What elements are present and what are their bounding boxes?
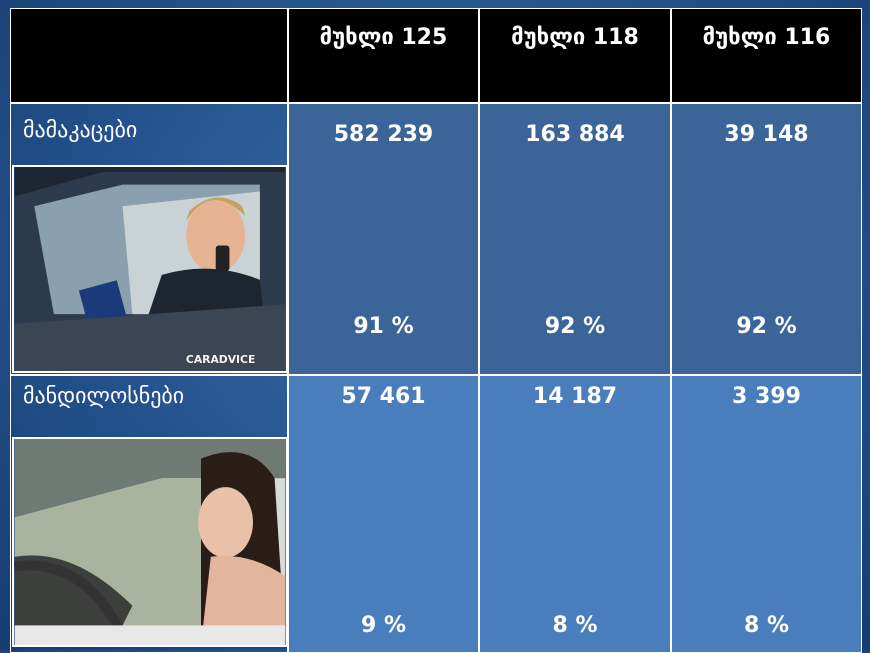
header-cell: მუხლი 125 xyxy=(288,8,479,103)
percent: 91 % xyxy=(353,314,414,339)
percent: 92 % xyxy=(736,314,797,339)
percent: 92 % xyxy=(544,314,606,339)
photo-woman xyxy=(12,437,288,647)
photo-caption: CARADVICE xyxy=(186,353,255,366)
row-label: მანდილოსნები xyxy=(23,384,185,409)
data-cell: 57 461 9 % xyxy=(288,375,479,653)
header-text: მუხლი 116 xyxy=(702,25,831,50)
data-cell: 163 884 92 % xyxy=(479,103,671,375)
count: 14 187 xyxy=(532,384,618,409)
header-cell: მუხლი 116 xyxy=(671,8,862,103)
count: 57 461 xyxy=(341,384,426,409)
data-cell: 582 239 91 % xyxy=(288,103,479,375)
count: 163 884 xyxy=(525,122,625,147)
percent: 8 % xyxy=(743,613,789,638)
header-cell: მუხლი 118 xyxy=(479,8,671,103)
header-text: მუხლი 125 xyxy=(319,25,448,50)
percent: 8 % xyxy=(552,613,598,638)
data-cell: 14 187 8 % xyxy=(479,375,671,653)
header-text: მუხლი 118 xyxy=(511,25,639,50)
percent: 9 % xyxy=(360,613,406,638)
photo-man: CARADVICE xyxy=(12,165,288,373)
header-cell xyxy=(10,8,288,103)
row-label: მამაკაცები xyxy=(23,118,138,143)
count: 582 239 xyxy=(333,122,434,147)
data-cell: 3 399 8 % xyxy=(671,375,862,653)
count: 3 399 xyxy=(732,384,801,409)
count: 39 148 xyxy=(724,122,809,147)
data-cell: 39 148 92 % xyxy=(671,103,862,375)
